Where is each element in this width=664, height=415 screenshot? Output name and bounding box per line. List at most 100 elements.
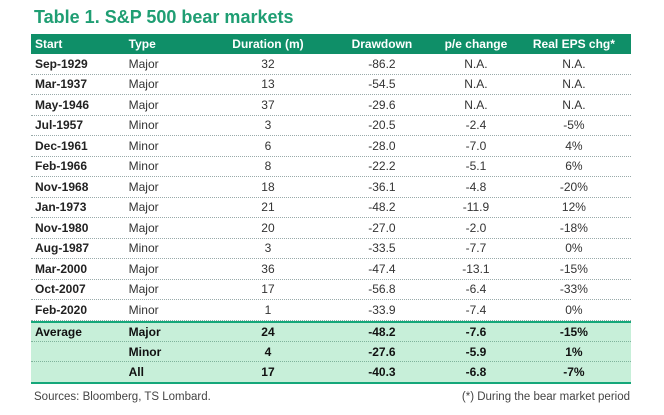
cell-pe-change: -6.8: [465, 364, 487, 379]
table-row: Dec-1961 Minor 6 -28.0 -7.0 4%: [31, 136, 631, 157]
table-row: Feb-1966 Minor 8 -22.2 -5.1 6%: [31, 157, 631, 177]
cell-drawdown: -36.1: [368, 179, 396, 194]
summary-row: Minor 4 -27.6 -5.9 1%: [31, 342, 631, 362]
cell-real-eps: -15%: [559, 324, 588, 339]
summary-row: All 17 -40.3 -6.8 -7%: [31, 362, 631, 382]
cell-type: Minor: [128, 241, 159, 256]
cell-start: Sep-1929: [35, 56, 88, 71]
header-real-eps: Real EPS chg*: [532, 37, 615, 51]
cell-duration: 37: [261, 97, 275, 112]
header-type: Type: [128, 37, 156, 51]
table-row: Aug-1987 Minor 3 -33.5 -7.7 0%: [31, 239, 631, 259]
cell-type: Major: [128, 56, 159, 71]
cell-drawdown: -48.2: [368, 324, 396, 339]
cell-duration: 32: [261, 56, 275, 71]
cell-duration: 36: [261, 261, 275, 276]
cell-pe-change: -7.0: [465, 138, 487, 153]
cell-drawdown: -86.2: [368, 56, 396, 71]
cell-drawdown: -33.9: [368, 302, 396, 317]
cell-drawdown: -27.0: [368, 220, 396, 235]
header-start: Start: [35, 37, 63, 51]
cell-start: May-1946: [35, 97, 90, 112]
cell-real-eps: -33%: [559, 282, 588, 297]
cell-pe-change: -7.6: [465, 324, 487, 339]
cell-drawdown: -20.5: [368, 118, 396, 133]
cell-pe-change: -11.9: [462, 200, 490, 215]
cell-real-eps: 1%: [565, 344, 583, 359]
cell-type: Major: [128, 179, 159, 194]
cell-type: Minor: [128, 138, 159, 153]
cell-type: Major: [128, 200, 159, 215]
cell-start: Mar-1937: [35, 77, 88, 92]
cell-start: Dec-1961: [35, 138, 88, 153]
cell-duration: 3: [264, 118, 272, 133]
cell-pe-change: -7.4: [465, 302, 487, 317]
cell-drawdown: -47.4: [368, 261, 396, 276]
cell-start: Feb-1966: [35, 159, 88, 174]
bear-markets-table: Start Type Duration (m) Drawdown p/e cha…: [31, 34, 631, 384]
table-title: Table 1. S&P 500 bear markets: [34, 7, 294, 27]
cell-type: Major: [128, 220, 159, 235]
cell-type: Minor: [128, 302, 159, 317]
cell-pe-change: -5.9: [465, 344, 487, 359]
cell-real-eps: -18%: [559, 220, 588, 235]
cell-type: Minor: [128, 344, 162, 359]
cell-pe-change: -2.0: [465, 220, 487, 235]
table-row: Oct-2007 Major 17 -56.8 -6.4 -33%: [31, 280, 631, 300]
cell-type: Major: [128, 97, 159, 112]
cell-pe-change: -4.8: [465, 179, 487, 194]
cell-duration: 6: [264, 138, 272, 153]
cell-real-eps: -5%: [563, 118, 585, 133]
cell-pe-change: -7.7: [465, 241, 487, 256]
cell-start: Aug-1987: [35, 241, 90, 256]
cell-real-eps: N.A.: [562, 56, 586, 71]
sources-text: Sources: Bloomberg, TS Lombard.: [34, 391, 211, 403]
header-pe-change: p/e change: [444, 37, 508, 51]
cell-start: Mar-2000: [35, 261, 88, 276]
cell-drawdown: -56.8: [368, 282, 396, 297]
table-row: Sep-1929 Major 32 -86.2 N.A. N.A.: [31, 54, 631, 75]
cell-duration: 17: [261, 282, 275, 297]
cell-duration: 3: [264, 241, 272, 256]
table-row: Feb-2020 Minor 1 -33.9 -7.4 0%: [31, 300, 631, 321]
cell-real-eps: 4%: [565, 138, 583, 153]
cell-start: Feb-2020: [35, 302, 88, 317]
table-row: Mar-1937 Major 13 -54.5 N.A. N.A.: [31, 75, 631, 95]
cell-real-eps: 0%: [565, 241, 583, 256]
cell-pe-change: -6.4: [465, 282, 487, 297]
cell-pe-change: N.A.: [464, 77, 488, 92]
cell-duration: 24: [261, 324, 275, 339]
cell-drawdown: -29.6: [368, 97, 396, 112]
cell-pe-change: -13.1: [462, 261, 490, 276]
cell-real-eps: -20%: [559, 179, 588, 194]
summary-section: Average Major 24 -48.2 -7.6 -15% Minor 4 -27.6 -5…: [31, 320, 631, 384]
header-duration: Duration (m): [232, 37, 304, 51]
cell-pe-change: -2.4: [465, 118, 487, 133]
cell-duration: 21: [261, 200, 275, 215]
cell-drawdown: -28.0: [368, 138, 396, 153]
cell-start: Oct-2007: [35, 282, 86, 297]
cell-drawdown: -48.2: [368, 200, 396, 215]
cell-type: All: [128, 364, 144, 379]
cell-real-eps: 6%: [565, 159, 583, 174]
cell-duration: 1: [264, 302, 272, 317]
cell-duration: 4: [264, 344, 272, 359]
cell-type: Major: [128, 282, 159, 297]
cell-pe-change: N.A.: [464, 56, 488, 71]
table-row: Jul-1957 Minor 3 -20.5 -2.4 -5%: [31, 116, 631, 136]
cell-start: Nov-1980: [35, 220, 89, 235]
summary-row: Average Major 24 -48.2 -7.6 -15%: [31, 323, 631, 343]
cell-drawdown: -33.5: [368, 241, 396, 256]
cell-real-eps: N.A.: [562, 97, 586, 112]
cell-drawdown: -22.2: [368, 159, 396, 174]
table-row: Nov-1980 Major 20 -27.0 -2.0 -18%: [31, 218, 631, 239]
cell-duration: 17: [261, 364, 275, 379]
cell-type: Major: [128, 324, 161, 339]
cell-type: Major: [128, 261, 159, 276]
header-drawdown: Drawdown: [351, 37, 413, 51]
cell-drawdown: -40.3: [368, 364, 396, 379]
table-row: May-1946 Major 37 -29.6 N.A. N.A.: [31, 95, 631, 116]
cell-drawdown: -27.6: [368, 344, 396, 359]
cell-pe-change: -5.1: [465, 159, 487, 174]
cell-start: Nov-1968: [35, 179, 89, 194]
